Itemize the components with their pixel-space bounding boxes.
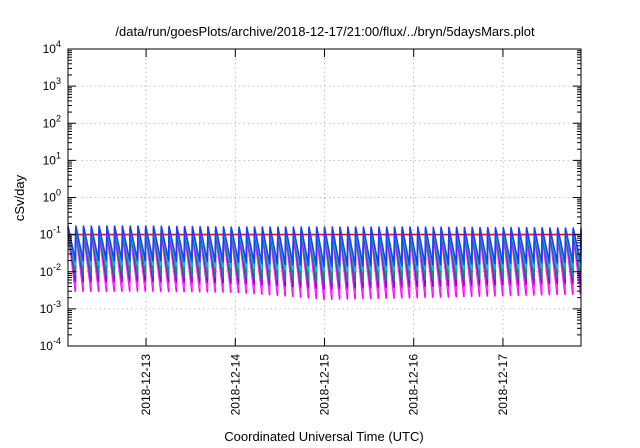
y-tick-exponent: 0 xyxy=(56,188,61,198)
x-axis-ticks: 2018-12-13 2018-12-14 2018-12-15 2018-12-16… xyxy=(139,49,510,415)
x-axis-label: Coordinated Universal Time (UTC) xyxy=(224,429,423,444)
y-tick-exponent: -4 xyxy=(53,336,61,346)
y-tick-exponent: 3 xyxy=(56,76,61,86)
y-axis-label: cSv/day xyxy=(12,174,27,221)
y-tick-base: 10 xyxy=(40,265,54,279)
y-tick-exponent: 1 xyxy=(56,150,61,160)
y-tick-base: 10 xyxy=(40,228,54,242)
y-tick-exponent: -1 xyxy=(53,225,61,235)
y-tick-exponent: 2 xyxy=(56,113,61,123)
chart-title: /data/run/goesPlots/archive/2018-12-17/2… xyxy=(115,24,535,39)
y-tick-label: 101 xyxy=(43,150,61,167)
y-tick-base: 10 xyxy=(43,42,57,56)
y-tick-base: 10 xyxy=(40,339,54,353)
y-tick-label: 10-3 xyxy=(40,299,61,316)
series-line-7 xyxy=(67,225,582,268)
y-tick-base: 10 xyxy=(40,302,54,316)
x-tick-label: 2018-12-14 xyxy=(228,354,242,416)
y-tick-exponent: -3 xyxy=(53,299,61,309)
grid-lines xyxy=(68,49,581,346)
y-tick-label: 102 xyxy=(43,113,61,130)
y-tick-base: 10 xyxy=(43,79,57,93)
x-tick-label: 2018-12-15 xyxy=(318,354,332,416)
y-tick-exponent: -2 xyxy=(53,262,61,272)
data-series-group xyxy=(67,225,582,301)
y-tick-label: 10-1 xyxy=(40,225,61,242)
y-tick-label: 10-2 xyxy=(40,262,61,279)
x-tick-label: 2018-12-17 xyxy=(496,354,510,416)
y-tick-label: 104 xyxy=(43,39,61,56)
y-tick-base: 10 xyxy=(43,116,57,130)
y-tick-label: 103 xyxy=(43,76,61,93)
y-tick-label: 10-4 xyxy=(40,336,61,353)
x-tick-label: 2018-12-16 xyxy=(407,354,421,416)
y-tick-base: 10 xyxy=(43,191,57,205)
y-tick-base: 10 xyxy=(43,153,57,167)
y-tick-exponent: 4 xyxy=(56,39,61,49)
x-tick-label: 2018-12-13 xyxy=(139,354,153,416)
y-tick-label: 100 xyxy=(43,188,61,205)
